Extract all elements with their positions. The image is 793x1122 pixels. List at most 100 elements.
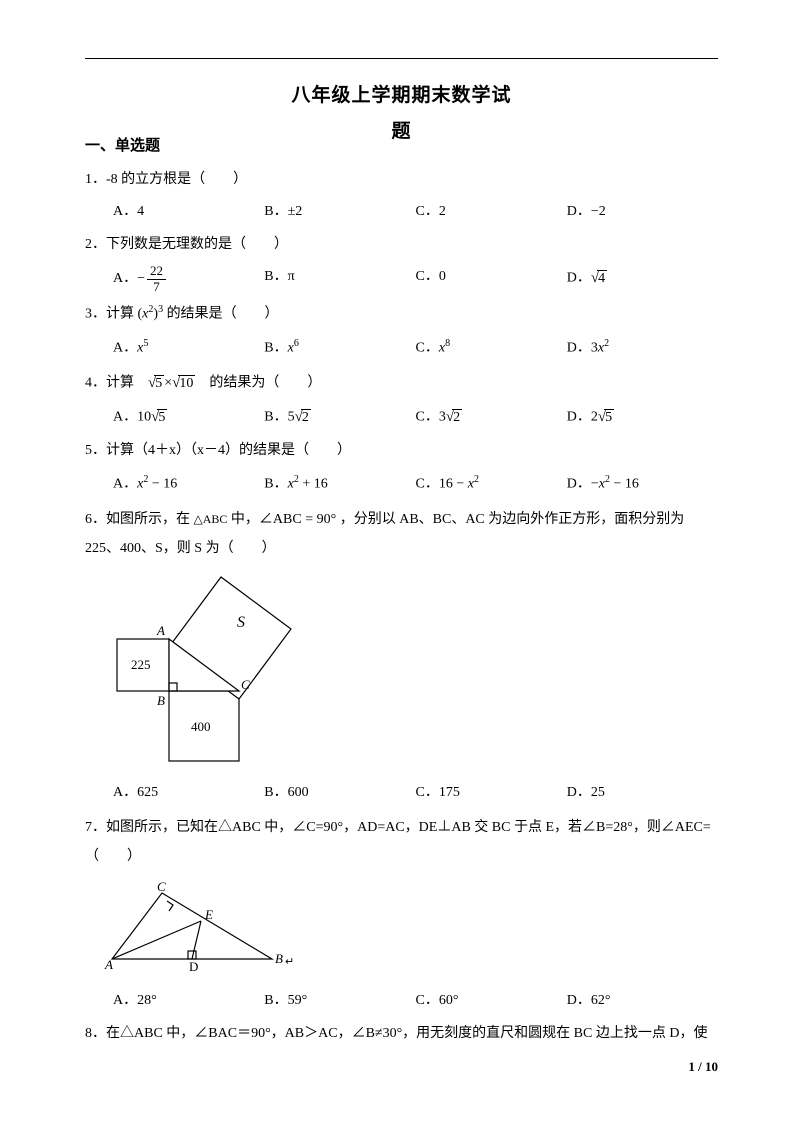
q5b-post: + 16 — [299, 477, 328, 492]
q4-num: 4． — [85, 375, 106, 390]
q4c-pre: C．3 — [416, 410, 446, 425]
q6-blank: （ ） — [220, 541, 276, 556]
q6-t2: 中， — [227, 512, 259, 527]
q3a-pre: A． — [113, 341, 137, 356]
q2-opt-c: C．0 — [416, 264, 567, 294]
q4-rad1: 5 — [154, 375, 164, 391]
q1-text: 1．-8 的立方根是（ ） — [85, 167, 718, 194]
q3-opt-d: D．3x2 — [567, 334, 718, 362]
q6-opt-d: D．25 — [567, 780, 718, 807]
q2-a-neg: − — [137, 271, 145, 286]
q3-post: 的结果是 — [163, 307, 223, 322]
q7-arrow: ↵ — [285, 956, 294, 968]
q5-opt-a: A．x2 − 16 — [113, 470, 264, 498]
sqrt-icon: √4 — [591, 264, 607, 293]
sqrt-icon: √5 — [148, 369, 164, 398]
q3-text: 3．计算 (x2)3 的结果是（ ） — [85, 300, 718, 328]
q8-body: 在△ABC 中，∠BAC＝90°，AB＞AC，∠B≠30°，用无刻度的直尺和圆规… — [106, 1026, 707, 1041]
q7-figure: A B C D E ↵ — [97, 881, 718, 982]
q4-rad2: 10 — [178, 375, 195, 391]
q1-num: 1． — [85, 172, 106, 187]
q4b-pre: B．5 — [264, 410, 294, 425]
q7-blank: （ ） — [85, 849, 141, 864]
q7-opt-c: C．60° — [416, 988, 567, 1015]
q6-opt-a: A．625 — [113, 780, 264, 807]
q6-label-a: A — [156, 623, 165, 638]
q6-label-400: 400 — [191, 719, 211, 734]
page: 八年级上学期期末数学试 题 一、单选题 1．-8 的立方根是（ ） A．4 B．… — [0, 0, 793, 1122]
q6-opt-b: B．600 — [264, 780, 415, 807]
q5-blank: （ ） — [295, 443, 351, 458]
q6-eq: = 90° — [302, 512, 337, 527]
q7-text: 7．如图所示，已知在△ABC 中，∠C=90°，AD=AC，DE⊥AB 交 BC… — [85, 813, 718, 872]
title-line2: 题 — [391, 121, 411, 142]
q3c-exp: 8 — [445, 338, 450, 349]
q6-line2: 225、400、S，则 S 为 — [85, 541, 220, 556]
q1-body: -8 的立方根是 — [106, 172, 191, 187]
q5a-post: − 16 — [148, 477, 177, 492]
q1-options: A．4 B．±2 C．2 D．−2 — [85, 199, 718, 226]
q6-options: A．625 B．600 C．175 D．25 — [85, 780, 718, 807]
q3-options: A．x5 B．x6 C．x8 D．3x2 — [85, 334, 718, 362]
q6-label-c: C — [241, 677, 250, 692]
q2-opt-a: A．−227 — [113, 264, 264, 294]
q7-label-c: C — [157, 881, 166, 894]
q6-num: 6． — [85, 512, 106, 527]
q6-ang: ∠ABC — [259, 512, 302, 527]
sqrt-icon: √10 — [172, 369, 195, 398]
q2-opt-d: D．√4 — [567, 264, 718, 294]
question-5: 5．计算（4＋x）（x－4）的结果是（ ） A．x2 − 16 B．x2 + 1… — [85, 438, 718, 499]
q2-d-rad: 4 — [597, 270, 607, 286]
q6-t3: ，分别以 AB、BC、AC 为边向外作正方形，面积分别为 — [336, 512, 684, 527]
question-8: 8．在△ABC 中，∠BAC＝90°，AB＞AC，∠B≠30°，用无刻度的直尺和… — [85, 1021, 718, 1048]
q7-svg: A B C D E ↵ — [97, 881, 297, 971]
q4-opt-d: D．2√5 — [567, 403, 718, 432]
question-4: 4．计算 √5×√10 的结果为（ ） A．10√5 B．5√2 C．3√2 D… — [85, 369, 718, 432]
question-6: 6．如图所示，在 △ABC 中，∠ABC = 90° ，分别以 AB、BC、AC… — [85, 505, 718, 807]
q4-options: A．10√5 B．5√2 C．3√2 D．2√5 — [85, 403, 718, 432]
q4a-rad: 5 — [157, 409, 167, 425]
q5-opt-b: B．x2 + 16 — [264, 470, 415, 498]
q1-opt-c: C．2 — [416, 199, 567, 226]
q1-opt-d: D．−2 — [567, 199, 718, 226]
q2-a-den: 7 — [147, 280, 166, 294]
q5-options: A．x2 − 16 B．x2 + 16 C．16 − x2 D．−x2 − 16 — [85, 470, 718, 498]
q4a-pre: A．10 — [113, 410, 151, 425]
q4-post: 的结果为 — [195, 375, 265, 390]
q7-num: 7． — [85, 820, 106, 835]
q8-text: 8．在△ABC 中，∠BAC＝90°，AB＞AC，∠B≠30°，用无刻度的直尺和… — [85, 1021, 718, 1048]
q5-opt-d: D．−x2 − 16 — [567, 470, 718, 498]
q1-blank: （ ） — [191, 172, 247, 187]
q2-text: 2．下列数是无理数的是（ ） — [85, 232, 718, 259]
q6-tri: △ABC — [194, 512, 228, 526]
q3d-exp: 2 — [604, 338, 609, 349]
sqrt-icon: √5 — [598, 403, 614, 432]
question-1: 1．-8 的立方根是（ ） A．4 B．±2 C．2 D．−2 — [85, 167, 718, 226]
q2-a-prefix: A． — [113, 271, 137, 286]
q2-d-prefix: D． — [567, 271, 591, 286]
q3-pre: 计算 ( — [106, 307, 142, 322]
q6-label-225: 225 — [131, 657, 151, 672]
q2-body: 下列数是无理数的是 — [106, 237, 232, 252]
q4-pre: 计算 — [106, 375, 148, 390]
q6-text: 6．如图所示，在 △ABC 中，∠ABC = 90° ，分别以 AB、BC、AC… — [85, 505, 718, 564]
q6-label-b: B — [157, 693, 165, 708]
q4-blank: （ ） — [265, 375, 321, 390]
q6-t1: 如图所示，在 — [106, 512, 194, 527]
q7-opt-d: D．62° — [567, 988, 718, 1015]
sqrt-icon: √2 — [446, 403, 462, 432]
q5b-pre: B． — [264, 477, 287, 492]
q5a-pre: A． — [113, 477, 137, 492]
q3d-pre: D．3 — [567, 341, 598, 356]
q4d-pre: D．2 — [567, 410, 598, 425]
q6-figure: A B C S 225 400 — [97, 573, 718, 774]
title-line1: 八年级上学期期末数学试 — [291, 85, 511, 106]
q3-blank: （ ） — [223, 307, 279, 322]
q4b-rad: 2 — [301, 409, 311, 425]
q7-opt-b: B．59° — [264, 988, 415, 1015]
q6-svg: A B C S 225 400 — [97, 573, 307, 763]
q5c-pre: C．16 − — [416, 477, 468, 492]
q4-text: 4．计算 √5×√10 的结果为（ ） — [85, 369, 718, 398]
q8-num: 8． — [85, 1026, 106, 1041]
q4-opt-a: A．10√5 — [113, 403, 264, 432]
